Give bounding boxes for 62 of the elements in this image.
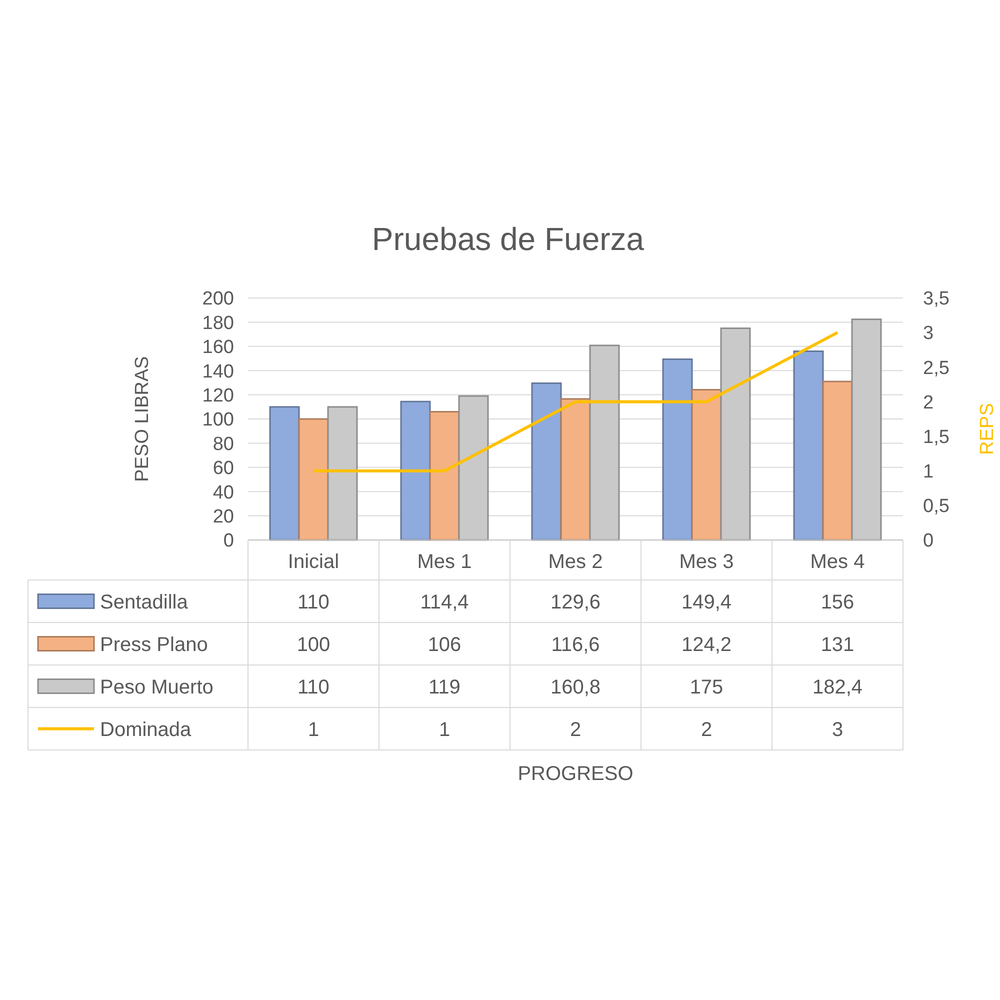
data-label: 114,4 — [420, 591, 469, 614]
data-label: 100 — [296, 634, 330, 656]
y-tick-label: 100 — [202, 410, 234, 431]
text: PROGRESO — [518, 763, 634, 785]
bar — [429, 410, 460, 541]
y2-tick-label: 0 — [923, 530, 934, 552]
y-tick-label: 200 — [202, 288, 234, 310]
y2-tick-label: 3,5 — [923, 288, 950, 310]
y-tick-label: 80 — [212, 434, 234, 455]
x-tick-label: Inicial — [288, 551, 340, 573]
y2-tick-label: 0,5 — [923, 496, 950, 518]
y2-tick-label: 3 — [923, 323, 934, 344]
y-tick-label: 180 — [202, 312, 234, 334]
y-tick-label: 120 — [202, 385, 234, 406]
data-label: 160,8 — [550, 676, 601, 698]
data-label: 2 — [700, 718, 712, 741]
y-tick-label: 20 — [212, 506, 234, 528]
legend-label: Peso Muerto — [100, 676, 214, 698]
data-label: 149,4 — [681, 591, 732, 614]
y-axis-title: PESO LIBRAS — [132, 356, 153, 482]
x-tick-label: Mes 1 — [417, 551, 472, 573]
x-tick-label: Mes 2 — [548, 551, 603, 573]
y2-axis-title: REPS — [977, 403, 998, 455]
data-label: 116,6 — [551, 634, 600, 656]
data-label: 110 — [298, 676, 330, 698]
data-label: 106 — [428, 634, 462, 656]
bar — [400, 400, 431, 541]
data-label: 3 — [832, 718, 844, 741]
data-label: 119 — [428, 676, 460, 698]
y2-tick-label: 1 — [923, 462, 934, 483]
data-label: 175 — [690, 676, 724, 698]
bar — [822, 380, 853, 541]
data-label: 129,6 — [550, 591, 601, 614]
y-tick-label: 0 — [223, 530, 234, 552]
data-label: 1 — [438, 718, 450, 741]
data-label: 110 — [298, 591, 330, 614]
legend-label: Dominada — [100, 718, 192, 741]
bar — [662, 358, 693, 541]
y-tick-label: 160 — [202, 337, 234, 358]
y-tick-label: 40 — [212, 482, 234, 504]
bar — [531, 382, 562, 541]
y-tick-label: 140 — [202, 361, 234, 382]
data-label: 156 — [820, 591, 854, 614]
chart-title: Pruebas de Fuerza — [372, 221, 644, 257]
bar — [560, 398, 591, 541]
x-tick-label: Mes 4 — [810, 551, 865, 573]
data-label: 1 — [308, 718, 320, 741]
bar — [269, 406, 300, 541]
data-label: 182,4 — [812, 676, 863, 698]
data-label: 131 — [820, 634, 854, 656]
y2-tick-label: 2 — [923, 392, 934, 414]
bar — [793, 350, 824, 541]
bar — [691, 388, 722, 541]
y-tick-label: 60 — [212, 458, 234, 480]
data-label: 2 — [570, 718, 582, 741]
x-tick-label: Mes 3 — [679, 551, 734, 573]
legend-label: Press Plano — [100, 634, 208, 656]
bar — [298, 418, 329, 541]
y2-tick-label: 2,5 — [923, 358, 950, 379]
y2-tick-label: 1,5 — [923, 426, 950, 448]
data-label: 124,2 — [681, 634, 732, 656]
legend-label: Sentadilla — [100, 591, 189, 614]
